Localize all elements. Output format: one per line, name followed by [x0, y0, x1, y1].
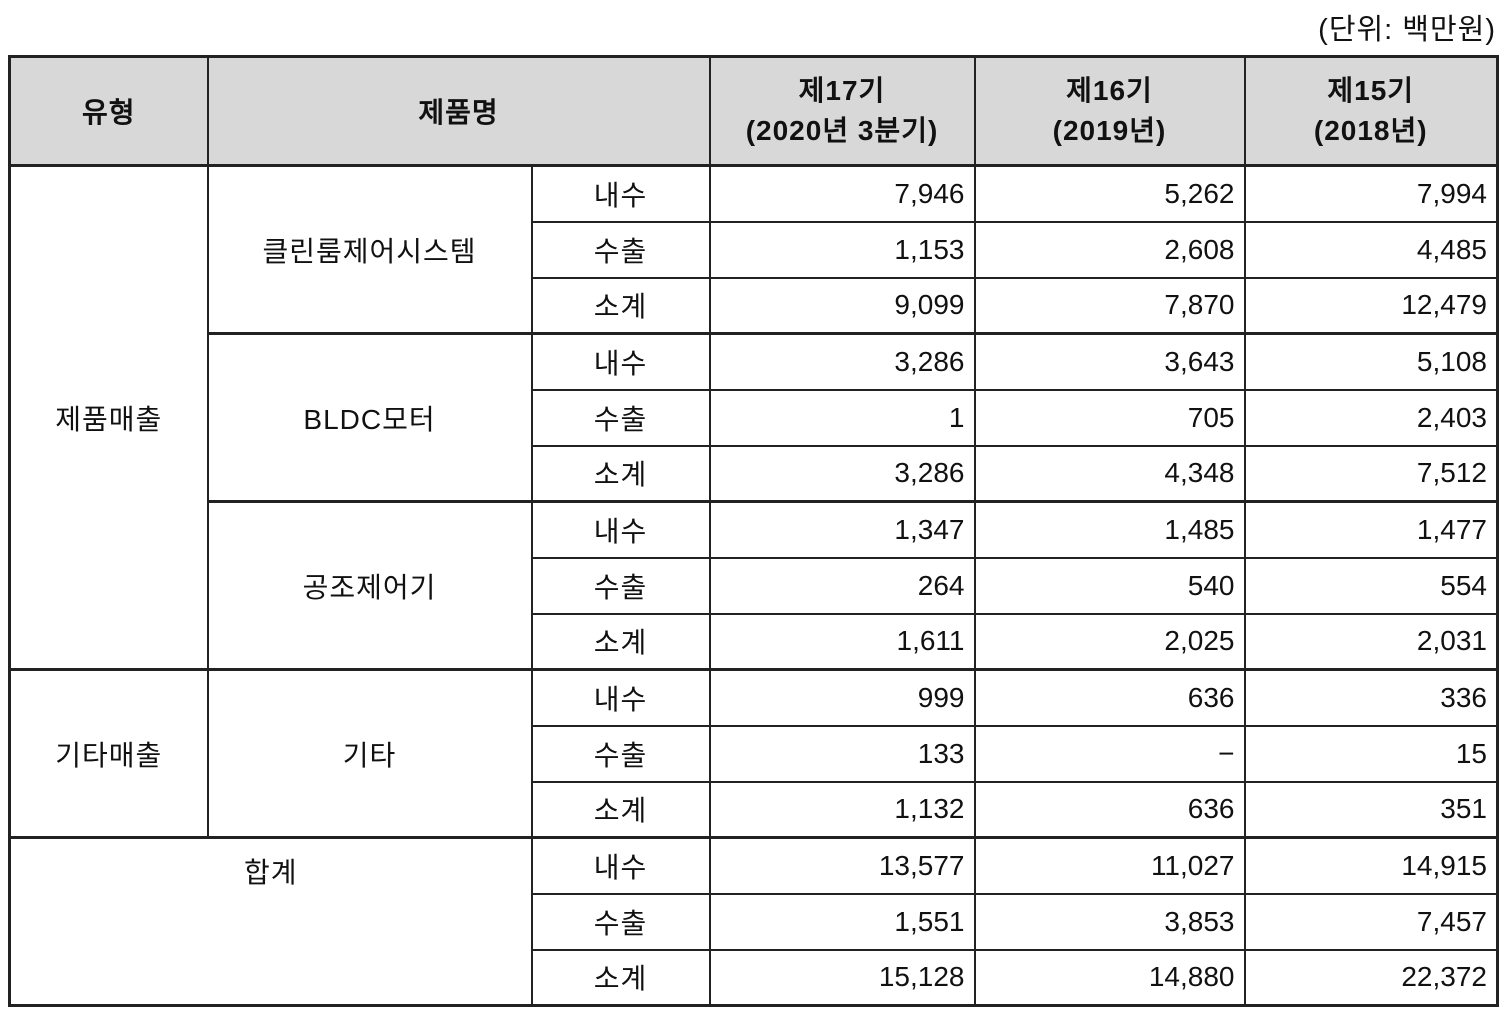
- type-cell-product-sales: 제품매출: [8, 164, 209, 671]
- value-term16: 14,880: [973, 948, 1246, 1007]
- value-term17: 9,099: [708, 276, 976, 335]
- value-term16: 1,485: [973, 500, 1246, 559]
- table-row: 제품매출 클린룸제어시스템 내수 7,946 5,262 7,994: [8, 164, 1499, 671]
- header-product-name: 제품명: [206, 55, 711, 167]
- value-term15: 7,512: [1243, 444, 1499, 503]
- value-term17: 3,286: [708, 332, 976, 391]
- header-term-16-year: (2019년): [1052, 115, 1167, 146]
- row-label: 내수: [530, 668, 711, 727]
- header-term-16-label: 제16기: [1066, 75, 1153, 106]
- value-term15: 14,915: [1243, 836, 1499, 895]
- value-term15: 351: [1243, 780, 1499, 839]
- total-label-cell: 합계: [8, 836, 533, 1007]
- row-label: 내수: [530, 332, 711, 391]
- header-row: 유형 제품명 제17기 (2020년 3분기) 제16기 (2019년) 제15…: [8, 55, 1499, 167]
- value-term16: 3,643: [973, 332, 1246, 391]
- value-term16: 540: [973, 556, 1246, 615]
- header-term-15-label: 제15기: [1327, 75, 1415, 106]
- row-label: 소계: [530, 948, 711, 1007]
- row-label: 소계: [530, 612, 711, 671]
- row-label: 수출: [530, 220, 711, 279]
- value-term15: 7,457: [1243, 892, 1499, 951]
- header-type: 유형: [8, 55, 209, 167]
- value-term15: 5,108: [1243, 332, 1499, 391]
- row-label: 소계: [530, 276, 711, 335]
- value-term17: 1,611: [708, 612, 976, 671]
- value-term16: 3,853: [973, 892, 1246, 951]
- value-term17: 999: [708, 668, 976, 727]
- table-row: 수출 1,551 3,853 7,457: [10, 892, 1499, 951]
- value-term16: 11,027: [973, 836, 1246, 895]
- value-term17: 264: [708, 556, 976, 615]
- table-row: 수출 1 705 2,403: [10, 388, 1499, 447]
- value-term16: 7,870: [973, 276, 1246, 335]
- product-cell-hvac-controller: 공조제어기: [206, 500, 533, 671]
- value-term15: 4,485: [1243, 220, 1499, 279]
- value-term16: 5,262: [973, 164, 1246, 223]
- value-term17: 1,347: [708, 500, 976, 559]
- table-row: 수출 264 540 554: [10, 556, 1499, 615]
- row-label: 내수: [530, 500, 711, 559]
- value-term17: 3,286: [708, 444, 976, 503]
- table-row: 소계 1,611 2,025 2,031: [10, 612, 1499, 671]
- value-term15: 2,403: [1243, 388, 1499, 447]
- header-term-17-year: (2020년 3분기): [745, 115, 939, 146]
- unit-note: (단위: 백만원): [1318, 14, 1496, 46]
- table-row: 소계 1,132 636 351: [10, 780, 1499, 839]
- header-term-17: 제17기 (2020년 3분기): [708, 55, 976, 167]
- product-cell-bldc-motor: BLDC모터: [206, 332, 533, 503]
- header-term-17-label: 제17기: [798, 75, 886, 106]
- header-term-15-year: (2018년): [1313, 115, 1428, 146]
- product-cell-cleanroom: 클린룸제어시스템: [206, 164, 533, 335]
- value-term16: 705: [973, 388, 1246, 447]
- value-term17: 1: [708, 388, 976, 447]
- value-term17: 15,128: [708, 948, 976, 1007]
- table-row: 합계 내수 13,577 11,027 14,915: [8, 836, 1499, 1007]
- table-row: 기타매출 기타 내수 999 636 336: [8, 668, 1499, 839]
- value-term16: 2,025: [973, 612, 1246, 671]
- row-label: 수출: [530, 724, 711, 783]
- header-term-15: 제15기 (2018년): [1243, 55, 1499, 167]
- value-term16: −: [973, 724, 1246, 783]
- value-term16: 636: [973, 668, 1246, 727]
- value-term16: 636: [973, 780, 1246, 839]
- header-term-16: 제16기 (2019년): [973, 55, 1246, 167]
- row-label: 소계: [530, 444, 711, 503]
- value-term16: 2,608: [973, 220, 1246, 279]
- table-row: 소계 15,128 14,880 22,372: [10, 948, 1499, 1007]
- value-term17: 1,153: [708, 220, 976, 279]
- value-term15: 2,031: [1243, 612, 1499, 671]
- value-term15: 12,479: [1243, 276, 1499, 335]
- row-label: 내수: [530, 836, 711, 895]
- sales-by-product-table: 유형 제품명 제17기 (2020년 3분기) 제16기 (2019년) 제15…: [8, 55, 1499, 1007]
- row-label: 내수: [530, 164, 711, 223]
- value-term15: 1,477: [1243, 500, 1499, 559]
- value-term15: 554: [1243, 556, 1499, 615]
- value-term17: 1,551: [708, 892, 976, 951]
- table-row: 소계 3,286 4,348 7,512: [10, 444, 1499, 503]
- value-term17: 13,577: [708, 836, 976, 895]
- table-row: BLDC모터 내수 3,286 3,643 5,108: [10, 332, 1499, 503]
- type-cell-other-sales: 기타매출: [8, 668, 209, 839]
- value-term15: 336: [1243, 668, 1499, 727]
- value-term17: 133: [708, 724, 976, 783]
- value-term15: 22,372: [1243, 948, 1499, 1007]
- table-row: 공조제어기 내수 1,347 1,485 1,477: [10, 500, 1499, 671]
- table-row: 수출 133 − 15: [10, 724, 1499, 783]
- row-label: 수출: [530, 556, 711, 615]
- table-row: 소계 9,099 7,870 12,479: [10, 276, 1499, 335]
- row-label: 수출: [530, 388, 711, 447]
- value-term17: 7,946: [708, 164, 976, 223]
- row-label: 수출: [530, 892, 711, 951]
- product-cell-etc: 기타: [206, 668, 533, 839]
- value-term15: 7,994: [1243, 164, 1499, 223]
- table-row: 수출 1,153 2,608 4,485: [10, 220, 1499, 279]
- value-term17: 1,132: [708, 780, 976, 839]
- value-term15: 15: [1243, 724, 1499, 783]
- row-label: 소계: [530, 780, 711, 839]
- value-term16: 4,348: [973, 444, 1246, 503]
